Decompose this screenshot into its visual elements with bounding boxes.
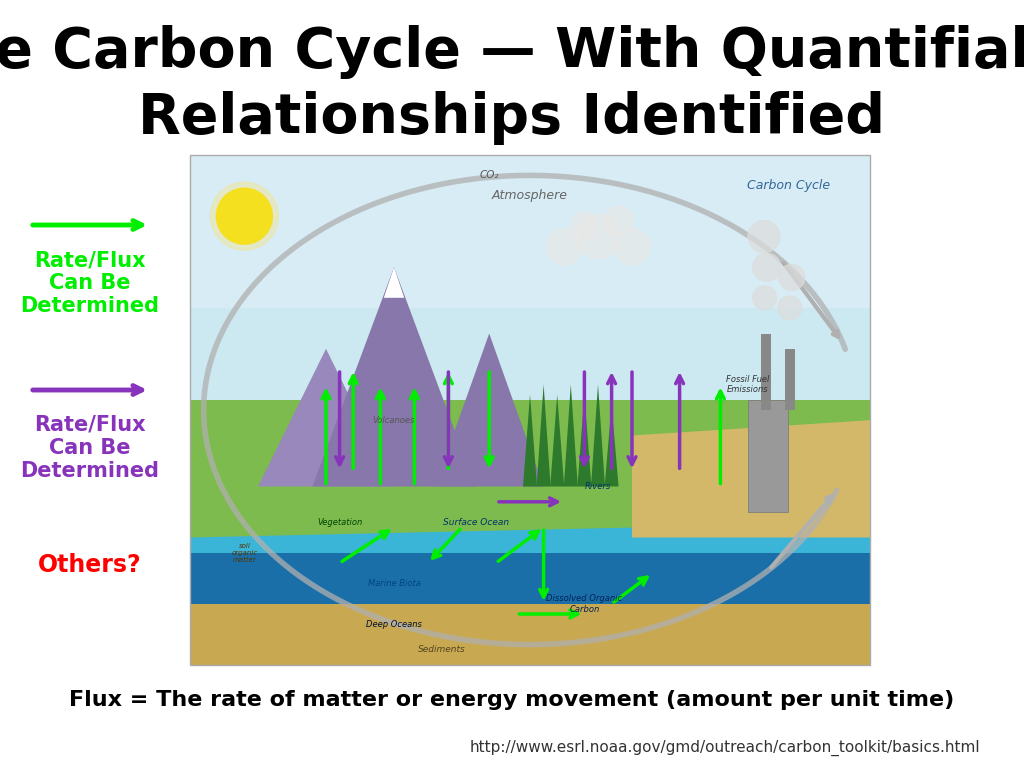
Text: Dissolved Organic
Carbon: Dissolved Organic Carbon (547, 594, 623, 614)
Circle shape (210, 182, 279, 250)
Polygon shape (190, 435, 870, 538)
Text: Rate/Flux
Can Be
Determined: Rate/Flux Can Be Determined (20, 250, 160, 316)
Circle shape (570, 213, 598, 240)
Text: Volcanoes: Volcanoes (373, 415, 415, 425)
Text: Carbon Cycle: Carbon Cycle (746, 179, 830, 192)
Polygon shape (537, 385, 551, 486)
Polygon shape (632, 420, 870, 538)
Circle shape (575, 214, 620, 259)
Bar (785, 349, 795, 410)
Circle shape (216, 188, 272, 244)
Text: Deep Oceans: Deep Oceans (366, 620, 422, 629)
Bar (748, 400, 787, 512)
Bar (761, 333, 771, 410)
Polygon shape (523, 395, 537, 486)
Text: Rivers: Rivers (585, 482, 611, 491)
Text: Flux = The rate of matter or energy movement (amount per unit time): Flux = The rate of matter or energy move… (70, 690, 954, 710)
Polygon shape (312, 267, 475, 486)
Text: Relationships Identified: Relationships Identified (138, 91, 886, 145)
Circle shape (603, 207, 634, 237)
Circle shape (748, 220, 780, 253)
Circle shape (778, 296, 802, 320)
Polygon shape (190, 155, 870, 472)
Text: Sediments: Sediments (418, 645, 466, 654)
Bar (190, 155, 870, 665)
Circle shape (546, 229, 582, 265)
Text: CO₂: CO₂ (479, 170, 499, 180)
Text: Rate/Flux
Can Be
Determined: Rate/Flux Can Be Determined (20, 415, 160, 482)
Polygon shape (258, 349, 394, 486)
Text: Surface Ocean: Surface Ocean (442, 518, 509, 527)
Text: Marine Biota: Marine Biota (368, 579, 421, 588)
Polygon shape (384, 267, 404, 298)
Circle shape (753, 286, 776, 310)
Polygon shape (190, 604, 870, 665)
Polygon shape (190, 553, 870, 629)
Polygon shape (190, 155, 870, 308)
Circle shape (753, 253, 780, 281)
Circle shape (779, 264, 805, 290)
Circle shape (614, 229, 650, 265)
Text: Vegetation: Vegetation (317, 518, 362, 527)
Polygon shape (190, 461, 870, 563)
Text: The Carbon Cycle — With Quantifiable: The Carbon Cycle — With Quantifiable (0, 25, 1024, 79)
Text: soil
organic
matter: soil organic matter (231, 543, 257, 563)
Polygon shape (604, 405, 618, 486)
Polygon shape (550, 395, 564, 486)
Text: http://www.esrl.noaa.gov/gmd/outreach/carbon_toolkit/basics.html: http://www.esrl.noaa.gov/gmd/outreach/ca… (469, 740, 980, 756)
Polygon shape (190, 400, 870, 522)
Text: Atmosphere: Atmosphere (492, 189, 568, 202)
Text: Fossil Fuel
Emissions: Fossil Fuel Emissions (726, 375, 769, 394)
Polygon shape (564, 385, 578, 486)
Polygon shape (578, 395, 592, 486)
Text: Others?: Others? (38, 553, 141, 577)
Polygon shape (591, 385, 605, 486)
Polygon shape (435, 333, 544, 486)
